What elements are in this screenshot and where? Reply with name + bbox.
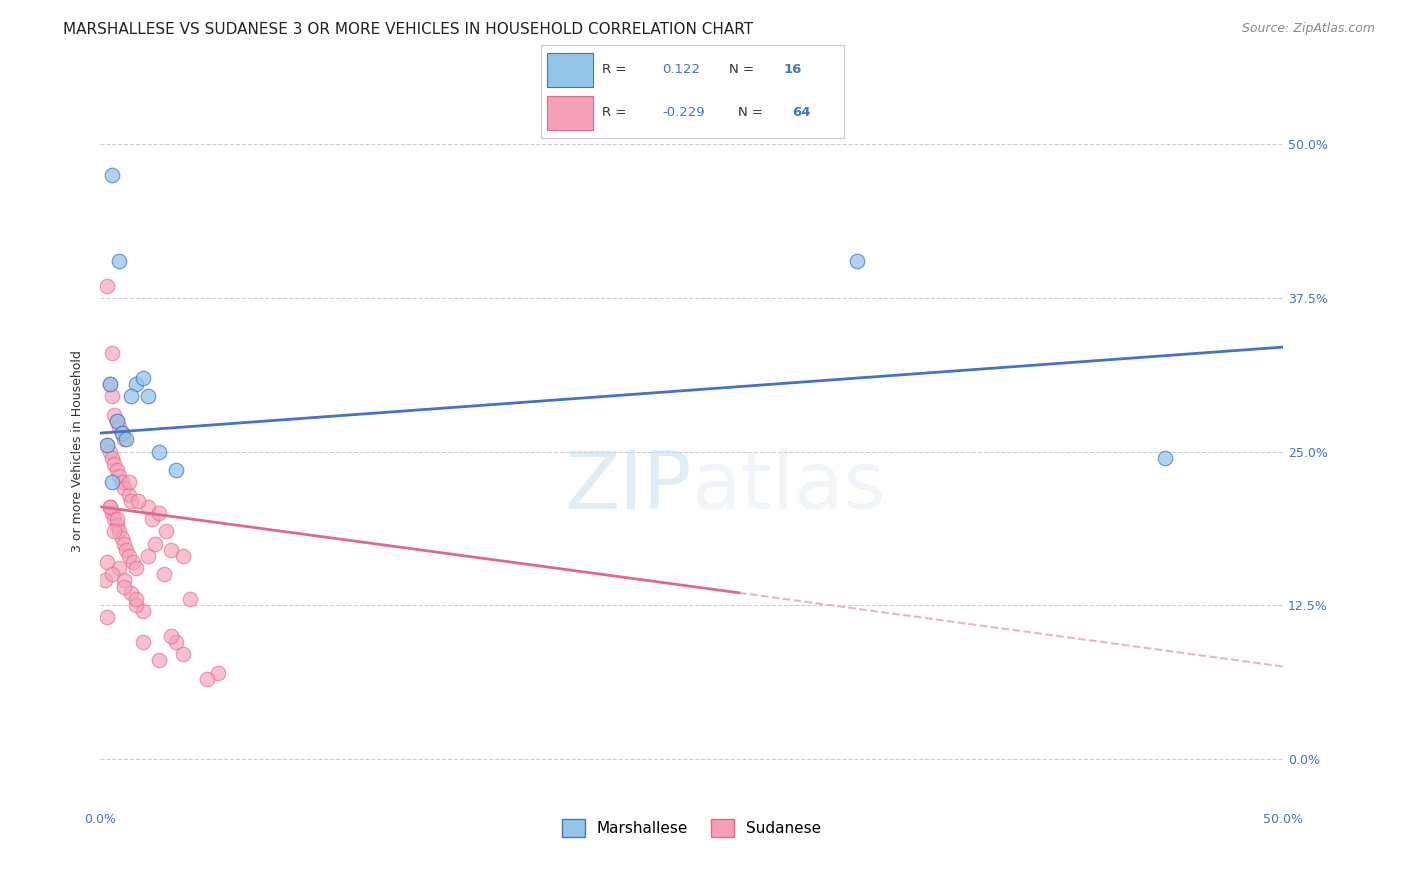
Point xyxy=(120,586,142,600)
Point xyxy=(115,542,138,557)
Text: atlas: atlas xyxy=(692,448,886,526)
Point xyxy=(165,635,187,649)
Point xyxy=(101,346,124,360)
Point xyxy=(96,438,118,452)
Text: R =: R = xyxy=(602,63,630,77)
Point xyxy=(132,635,155,649)
Point xyxy=(105,414,128,428)
Point xyxy=(112,574,135,588)
Point xyxy=(112,536,135,550)
Point xyxy=(103,524,125,539)
Point xyxy=(112,481,135,495)
Point xyxy=(117,487,139,501)
Point xyxy=(98,444,121,458)
Point xyxy=(98,376,121,391)
Point xyxy=(132,604,155,618)
Point xyxy=(98,500,121,514)
Point xyxy=(96,610,118,624)
Text: 0.122: 0.122 xyxy=(662,63,700,77)
Point xyxy=(105,512,128,526)
Point xyxy=(136,549,159,563)
Point xyxy=(110,426,132,441)
Point xyxy=(125,591,148,606)
Point xyxy=(98,500,121,514)
Text: ZIP: ZIP xyxy=(564,448,692,526)
Text: N =: N = xyxy=(728,63,758,77)
Point xyxy=(148,653,170,667)
Point xyxy=(112,580,135,594)
Point xyxy=(108,561,131,575)
Point xyxy=(160,542,183,557)
Point xyxy=(98,376,121,391)
Point xyxy=(101,450,124,465)
Point xyxy=(117,475,139,490)
Text: R =: R = xyxy=(602,106,630,120)
Legend: Marshallese, Sudanese: Marshallese, Sudanese xyxy=(555,813,828,843)
Text: Source: ZipAtlas.com: Source: ZipAtlas.com xyxy=(1241,22,1375,36)
FancyBboxPatch shape xyxy=(547,53,593,87)
Point xyxy=(120,389,142,403)
FancyBboxPatch shape xyxy=(547,96,593,130)
Point xyxy=(172,549,194,563)
Point xyxy=(125,376,148,391)
Point xyxy=(101,475,124,490)
Text: 64: 64 xyxy=(792,106,811,120)
Point xyxy=(141,512,163,526)
Point xyxy=(101,168,124,182)
Point xyxy=(136,389,159,403)
Point xyxy=(115,432,138,446)
Point xyxy=(846,254,869,268)
Point xyxy=(103,457,125,471)
Point xyxy=(207,665,229,680)
Point xyxy=(105,414,128,428)
Point xyxy=(108,469,131,483)
Point xyxy=(195,672,218,686)
Y-axis label: 3 or more Vehicles in Household: 3 or more Vehicles in Household xyxy=(72,351,84,552)
Point xyxy=(127,493,149,508)
Point xyxy=(136,500,159,514)
Point xyxy=(96,278,118,293)
Point xyxy=(110,475,132,490)
Point xyxy=(132,371,155,385)
Point xyxy=(125,561,148,575)
Point xyxy=(117,549,139,563)
Point xyxy=(110,426,132,441)
Point xyxy=(179,591,201,606)
Point xyxy=(108,524,131,539)
Point xyxy=(153,567,176,582)
Point xyxy=(108,254,131,268)
Point xyxy=(105,518,128,533)
Point xyxy=(101,567,124,582)
Point xyxy=(103,408,125,422)
Point xyxy=(1153,450,1175,465)
Point xyxy=(148,506,170,520)
Text: MARSHALLESE VS SUDANESE 3 OR MORE VEHICLES IN HOUSEHOLD CORRELATION CHART: MARSHALLESE VS SUDANESE 3 OR MORE VEHICL… xyxy=(63,22,754,37)
Point xyxy=(105,463,128,477)
Point xyxy=(165,463,187,477)
Point xyxy=(96,555,118,569)
Point xyxy=(120,493,142,508)
Point xyxy=(101,506,124,520)
Point xyxy=(96,438,118,452)
Point xyxy=(172,647,194,661)
Point xyxy=(101,389,124,403)
Text: 16: 16 xyxy=(783,63,801,77)
Point xyxy=(110,531,132,545)
Point xyxy=(103,512,125,526)
Point xyxy=(160,629,183,643)
Point xyxy=(112,432,135,446)
Text: -0.229: -0.229 xyxy=(662,106,704,120)
Text: N =: N = xyxy=(738,106,768,120)
Point xyxy=(155,524,177,539)
Point xyxy=(125,598,148,612)
Point xyxy=(148,444,170,458)
Point xyxy=(122,555,145,569)
Point xyxy=(143,536,166,550)
Point xyxy=(108,420,131,434)
Point xyxy=(94,574,117,588)
